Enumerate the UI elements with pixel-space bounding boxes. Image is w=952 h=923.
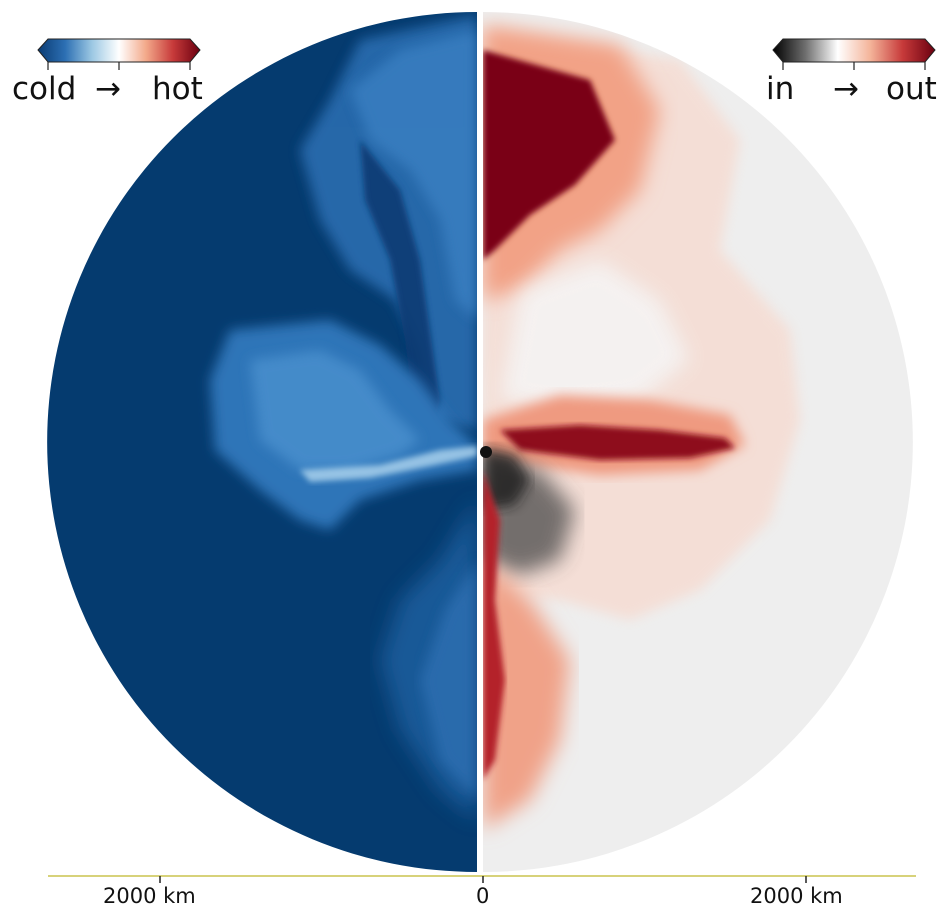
- colorbar-left-arrow-label: →: [95, 71, 121, 107]
- colorbar-right-arrow-label: →: [833, 71, 859, 107]
- colorbar-left-high-label: hot: [152, 71, 203, 107]
- colorbar-velocity: [772, 38, 936, 70]
- central-object-marker: [480, 446, 492, 458]
- axis-label-center: 0: [476, 884, 490, 908]
- colorbar-right-high-label: out: [886, 71, 937, 107]
- velocity-panel: [483, 12, 913, 872]
- colorbar-left-low-label: cold: [12, 71, 77, 107]
- temperature-panel: [47, 12, 477, 872]
- colorbar-right-low-label: in: [766, 71, 795, 107]
- colorbar-temperature: [37, 38, 201, 70]
- axis-label-right: 2000 km: [750, 884, 843, 908]
- axis-label-left: 2000 km: [103, 884, 196, 908]
